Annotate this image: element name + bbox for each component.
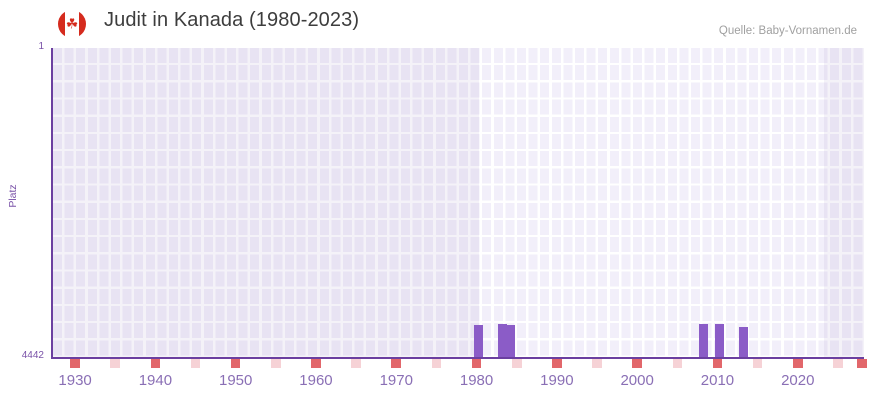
- major-tick-2028: [857, 359, 867, 368]
- x-tick-label-1980: 1980: [459, 372, 494, 389]
- y-axis-bottom-tick-label: 4442: [21, 350, 44, 361]
- x-tick-label-1930: 1930: [58, 372, 92, 389]
- minor-tick-1935: [110, 359, 121, 368]
- major-tick-1970: [391, 359, 402, 368]
- x-tick-label-1940: 1940: [138, 372, 173, 389]
- major-tick-2010: [712, 359, 723, 368]
- minor-tick-2025: [833, 359, 843, 368]
- source-attribution: Quelle: Baby-Vornamen.de: [718, 25, 857, 37]
- bar-2013[interactable]: [738, 327, 749, 357]
- minor-tick-1965: [351, 359, 361, 368]
- y-axis-top-tick-label: 1: [38, 41, 44, 52]
- flag-band-right: [79, 10, 86, 38]
- x-tick-label-2000: 2000: [620, 372, 654, 389]
- minor-tick-1975: [431, 359, 442, 368]
- plot-area: [51, 48, 864, 357]
- x-axis-tick-labels: 1930 1940 1950 1960 1970 1980 1990 2000 2010 2020: [51, 372, 862, 394]
- canada-flag-icon: ☘: [58, 10, 86, 38]
- minor-tick-1955: [271, 359, 281, 368]
- flag-band-left: [58, 10, 65, 38]
- x-tick-label-1960: 1960: [299, 372, 333, 389]
- x-tick-label-1990: 1990: [540, 372, 574, 389]
- minor-tick-1985: [511, 359, 522, 368]
- major-tick-1980: [471, 359, 482, 368]
- bar-1984[interactable]: [505, 325, 516, 357]
- major-tick-2000: [632, 359, 642, 368]
- bar-1983[interactable]: [497, 324, 508, 357]
- bar-series-layer: [53, 48, 864, 357]
- maple-leaf-glyph: ☘: [65, 15, 79, 32]
- major-tick-1940: [150, 359, 161, 368]
- bar-2008[interactable]: [698, 324, 709, 357]
- y-axis-title: Platz: [7, 184, 19, 208]
- bar-2010[interactable]: [714, 324, 725, 357]
- x-axis-line: [51, 357, 864, 359]
- minor-tick-2015: [752, 359, 763, 368]
- chart-header: ☘ Judit in Kanada (1980-2023) Quelle: Ba…: [0, 0, 873, 46]
- x-tick-label-2010: 2010: [700, 372, 735, 389]
- x-tick-label-2020: 2020: [781, 372, 815, 389]
- minor-tick-1945: [190, 359, 201, 368]
- bar-1980[interactable]: [473, 325, 484, 357]
- plot-grid-background: [53, 48, 864, 357]
- chart-title: Judit in Kanada (1980-2023): [104, 9, 360, 31]
- x-axis-tick-marks: [51, 359, 867, 368]
- major-tick-1960: [311, 359, 321, 368]
- minor-tick-1995: [592, 359, 602, 368]
- major-tick-1990: [552, 359, 562, 368]
- x-tick-label-1950: 1950: [218, 372, 253, 389]
- x-tick-label-1970: 1970: [379, 372, 413, 389]
- minor-tick-2005: [672, 359, 683, 368]
- major-tick-2020: [792, 359, 803, 368]
- major-tick-1950: [230, 359, 241, 368]
- major-tick-1930: [70, 359, 80, 368]
